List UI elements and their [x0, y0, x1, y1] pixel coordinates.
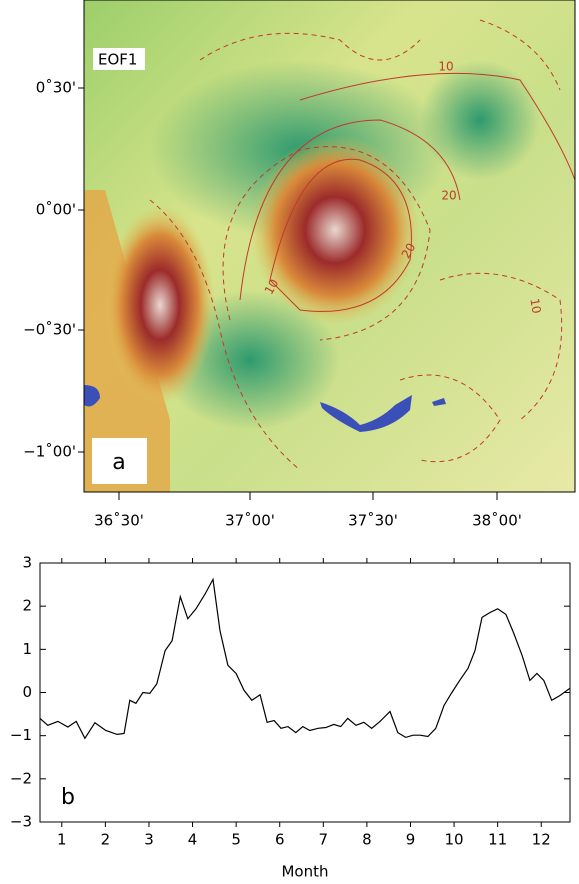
y-tick-label: −1	[10, 726, 32, 744]
x-tick-label: 2	[101, 831, 111, 849]
plot-frame	[40, 563, 570, 822]
panel-label: a	[112, 450, 125, 475]
x-tick-label: 11	[488, 831, 507, 849]
map-x-tick-label: 37˚00'	[225, 512, 275, 530]
figure: EOF1 a 10 20 20 10 10 36˚30'37˚00'37˚30'…	[0, 0, 579, 884]
x-tick-label: 8	[362, 831, 372, 849]
map-y-tick-label: −0˚30'	[23, 321, 76, 339]
panel-label: b	[61, 785, 75, 810]
y-tick-label: 3	[22, 554, 32, 572]
contour-label: 10	[527, 297, 543, 314]
map-image: EOF1 a 10 20 20 10 10	[84, 0, 575, 492]
x-tick-label: 6	[275, 831, 285, 849]
map-x-tick-label: 38˚00'	[472, 512, 522, 530]
map-y-tick-label: −1˚00'	[23, 443, 76, 461]
y-tick-label: 0	[22, 683, 32, 701]
x-tick-label: 10	[445, 831, 464, 849]
map-y-tick-label: 0˚30'	[36, 79, 76, 97]
map-label: EOF1	[98, 51, 137, 69]
y-tick-label: 1	[22, 640, 32, 658]
x-tick-label: 5	[231, 831, 241, 849]
x-axis-label: Month	[281, 863, 328, 881]
x-tick-label: 4	[188, 831, 198, 849]
x-tick-label: 12	[532, 831, 551, 849]
map-x-tick-label: 36˚30'	[94, 512, 144, 530]
y-tick-label: −2	[10, 769, 32, 787]
map-y-tick-label: 0˚00'	[36, 201, 76, 219]
line	[40, 579, 570, 738]
y-tick-label: 2	[22, 597, 32, 615]
y-tick-label: −3	[10, 813, 32, 831]
map-x-tick-label: 37˚30'	[348, 512, 398, 530]
contour-label: 10	[438, 60, 453, 74]
contour-label: 20	[441, 189, 456, 203]
x-tick-label: 9	[406, 831, 416, 849]
x-tick-label: 1	[57, 831, 67, 849]
x-tick-label: 7	[319, 831, 329, 849]
x-tick-label: 3	[144, 831, 154, 849]
